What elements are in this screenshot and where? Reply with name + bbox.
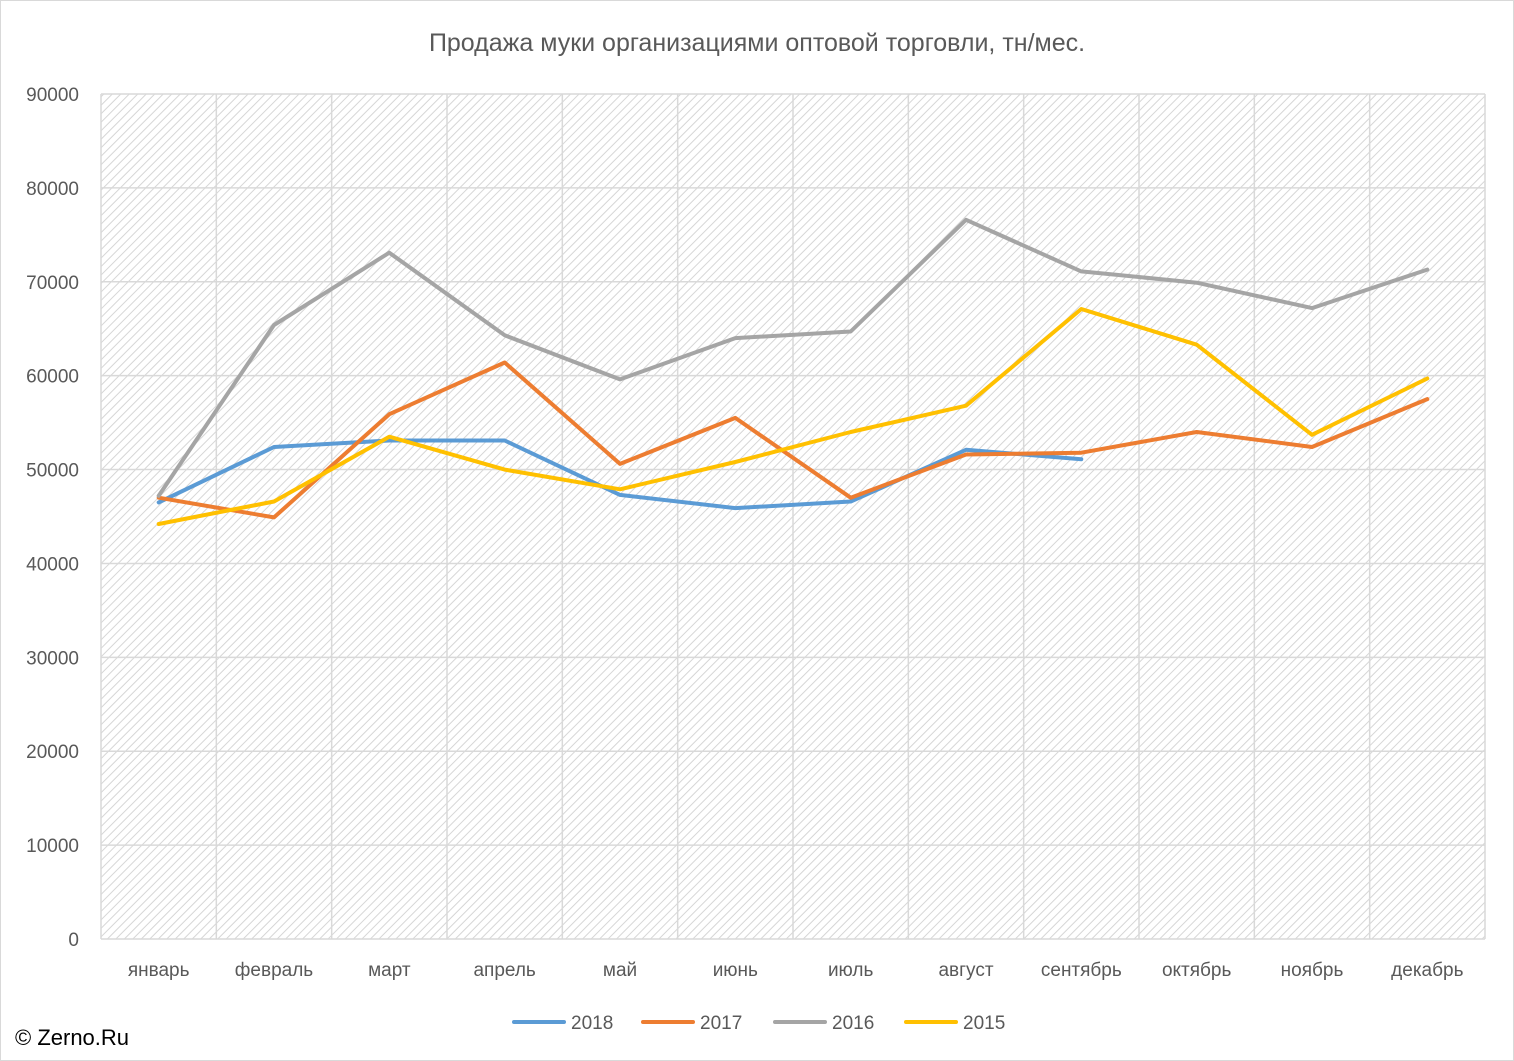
y-tick-label: 0	[68, 930, 79, 951]
legend: 2018 2017 2016 2015	[512, 1013, 1005, 1034]
y-tick-label: 50000	[26, 461, 79, 482]
copyright-watermark: © Zerno.Ru	[15, 1025, 130, 1050]
series-line-2015	[156, 307, 1430, 526]
x-tick-label: июль	[828, 960, 874, 981]
x-tick-label: ноябрь	[1281, 960, 1344, 981]
x-tick-label: октябрь	[1162, 960, 1232, 981]
x-tick-label: март	[368, 960, 411, 981]
y-tick-label: 20000	[26, 742, 79, 763]
y-tick-label: 10000	[26, 836, 79, 857]
axes: 0 10000 20000 30000 40000 50000 60000 70000 8000…	[26, 85, 1463, 981]
x-tick-label: февраль	[235, 960, 314, 981]
x-tick-label: август	[938, 960, 993, 981]
legend-label-2018: 2018	[571, 1013, 613, 1034]
y-tick-label: 60000	[26, 367, 79, 388]
legend-label-2016: 2016	[832, 1013, 874, 1034]
legend-label-2015: 2015	[963, 1013, 1005, 1034]
x-tick-label: январь	[128, 960, 190, 981]
x-tick-label: сентябрь	[1041, 960, 1122, 981]
legend-label-2017: 2017	[700, 1013, 742, 1034]
y-tick-label: 90000	[26, 85, 79, 106]
chart-title: Продажа муки организациями оптовой торго…	[429, 29, 1085, 57]
x-tick-label: апрель	[473, 960, 535, 981]
series-line-2017	[156, 360, 1430, 520]
series-lines	[156, 217, 1430, 526]
x-tick-label: декабрь	[1391, 960, 1463, 981]
series-line-2016	[156, 217, 1430, 498]
y-tick-label: 40000	[26, 554, 79, 575]
x-tick-label: май	[603, 960, 637, 981]
gridlines	[100, 93, 1486, 940]
y-tick-label: 70000	[26, 273, 79, 294]
y-tick-label: 80000	[26, 179, 79, 200]
x-tick-label: июнь	[713, 960, 758, 981]
y-tick-label: 30000	[26, 648, 79, 669]
